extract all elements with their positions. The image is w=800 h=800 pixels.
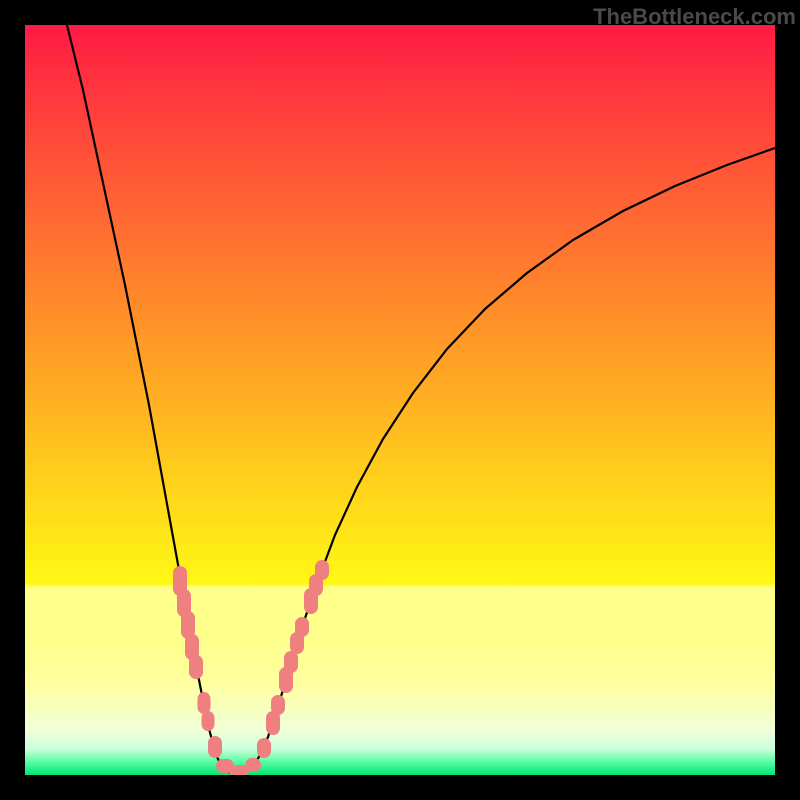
scatter-marker (208, 736, 222, 758)
scatter-marker (198, 692, 211, 714)
chart-svg (25, 25, 775, 775)
scatter-marker (189, 655, 203, 679)
watermark-text: TheBottleneck.com (593, 4, 796, 30)
scatter-marker (245, 758, 261, 772)
scatter-marker (202, 711, 215, 731)
scatter-marker (257, 738, 271, 758)
bottleneck-curve (67, 25, 775, 773)
scatter-marker (284, 651, 298, 673)
chart-container: TheBottleneck.com (0, 0, 800, 800)
scatter-marker (271, 695, 285, 715)
plot-area (25, 25, 775, 775)
scatter-marker (315, 560, 329, 580)
scatter-markers (173, 560, 329, 775)
scatter-marker (295, 617, 309, 637)
